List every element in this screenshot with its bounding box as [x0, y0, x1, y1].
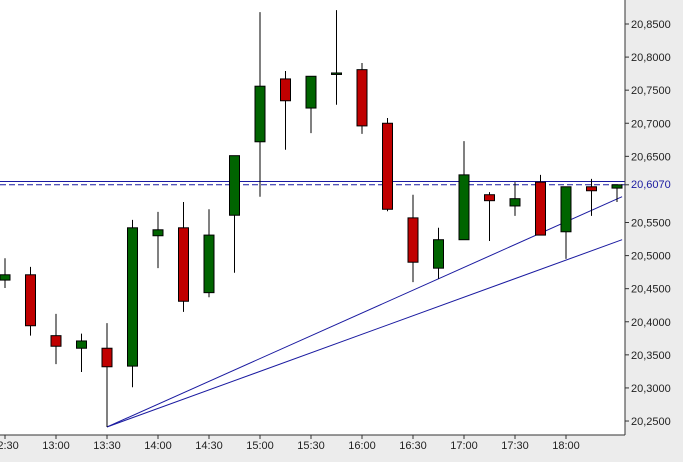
- candle-body: [433, 239, 444, 269]
- x-tick-label: 13:30: [93, 440, 121, 452]
- candle-body: [305, 75, 317, 109]
- candle-1615: [382, 117, 393, 212]
- y-tick-label: 20,4500: [631, 284, 671, 296]
- candle-1445: [229, 155, 240, 273]
- candle-1600: [356, 63, 368, 134]
- candle-body: [280, 78, 291, 102]
- candle-body: [0, 274, 11, 281]
- candle-body: [76, 340, 87, 349]
- candle-1330: [101, 323, 113, 427]
- x-tick-label: 18:00: [552, 440, 580, 452]
- candle-1745: [535, 174, 546, 236]
- candle-1400: [152, 211, 164, 269]
- candle-1530: [305, 75, 317, 134]
- y-tick-label: 20,8000: [631, 52, 671, 64]
- candle-body: [586, 186, 597, 192]
- candle-body: [509, 198, 521, 207]
- candle-body: [356, 69, 368, 127]
- x-tick-label: 14:00: [144, 440, 172, 452]
- x-tick-label: 14:30: [195, 440, 223, 452]
- candle-body: [229, 155, 240, 216]
- candle-1800: [560, 186, 572, 259]
- candle-1515: [280, 70, 291, 150]
- y-tick-label: 20,6500: [631, 151, 671, 163]
- candle-1430: [203, 209, 215, 298]
- candle-1630: [407, 194, 419, 283]
- x-tick-label: 16:00: [348, 440, 376, 452]
- candle-1545: [331, 10, 342, 105]
- candle-body: [611, 184, 623, 189]
- candle-1315: [76, 333, 87, 373]
- candle-body: [331, 72, 342, 75]
- y-tick-label: 20,3000: [631, 383, 671, 395]
- candle-1245: [25, 266, 36, 336]
- candle-body: [152, 229, 164, 237]
- x-tick-label: 17:00: [450, 440, 478, 452]
- y-tick-label: 20,7500: [631, 85, 671, 97]
- y-tick-label: 20,2500: [631, 416, 671, 428]
- candle-1230: [0, 258, 11, 289]
- y-tick-label: 20,7000: [631, 118, 671, 130]
- candle-1815: [586, 178, 597, 216]
- candle-1500: [254, 12, 266, 197]
- y-tick-label: 20,3500: [631, 350, 671, 362]
- candle-body: [484, 194, 495, 202]
- trend-line-2[interactable]: [106, 239, 623, 428]
- candle-1345: [127, 219, 138, 388]
- candle-body: [458, 174, 470, 241]
- candle-body: [407, 217, 419, 263]
- x-tick-label: 15:00: [246, 440, 274, 452]
- x-tick-label: 12:30: [0, 440, 19, 452]
- candle-1830: [611, 184, 623, 202]
- y-tick-label: 20,5000: [631, 251, 671, 263]
- x-tick-label: 16:30: [399, 440, 427, 452]
- candle-1715: [484, 192, 495, 242]
- y-tick-label: 20,5500: [631, 218, 671, 230]
- candle-body: [127, 227, 138, 367]
- x-tick-label: 13:00: [42, 440, 70, 452]
- candle-1730: [509, 182, 521, 216]
- candle-body: [50, 335, 62, 347]
- candle-1700: [458, 141, 470, 241]
- candle-1300: [50, 313, 62, 365]
- candle-body: [25, 274, 36, 327]
- plot-area: [0, 0, 625, 435]
- candle-1415: [178, 201, 189, 312]
- candle-body: [560, 186, 572, 233]
- candle-body: [254, 85, 266, 143]
- candle-body: [178, 227, 189, 302]
- candle-body: [101, 347, 113, 368]
- x-tick-label: 17:30: [501, 440, 529, 452]
- x-tick-label: 15:30: [297, 440, 325, 452]
- candle-1645: [433, 227, 444, 279]
- y-tick-label: 20,4000: [631, 317, 671, 329]
- last-price-label: 20,6070: [631, 179, 671, 191]
- candle-body: [203, 234, 215, 294]
- y-tick-label: 20,8500: [631, 19, 671, 31]
- candle-body: [535, 181, 546, 236]
- candle-body: [382, 122, 393, 210]
